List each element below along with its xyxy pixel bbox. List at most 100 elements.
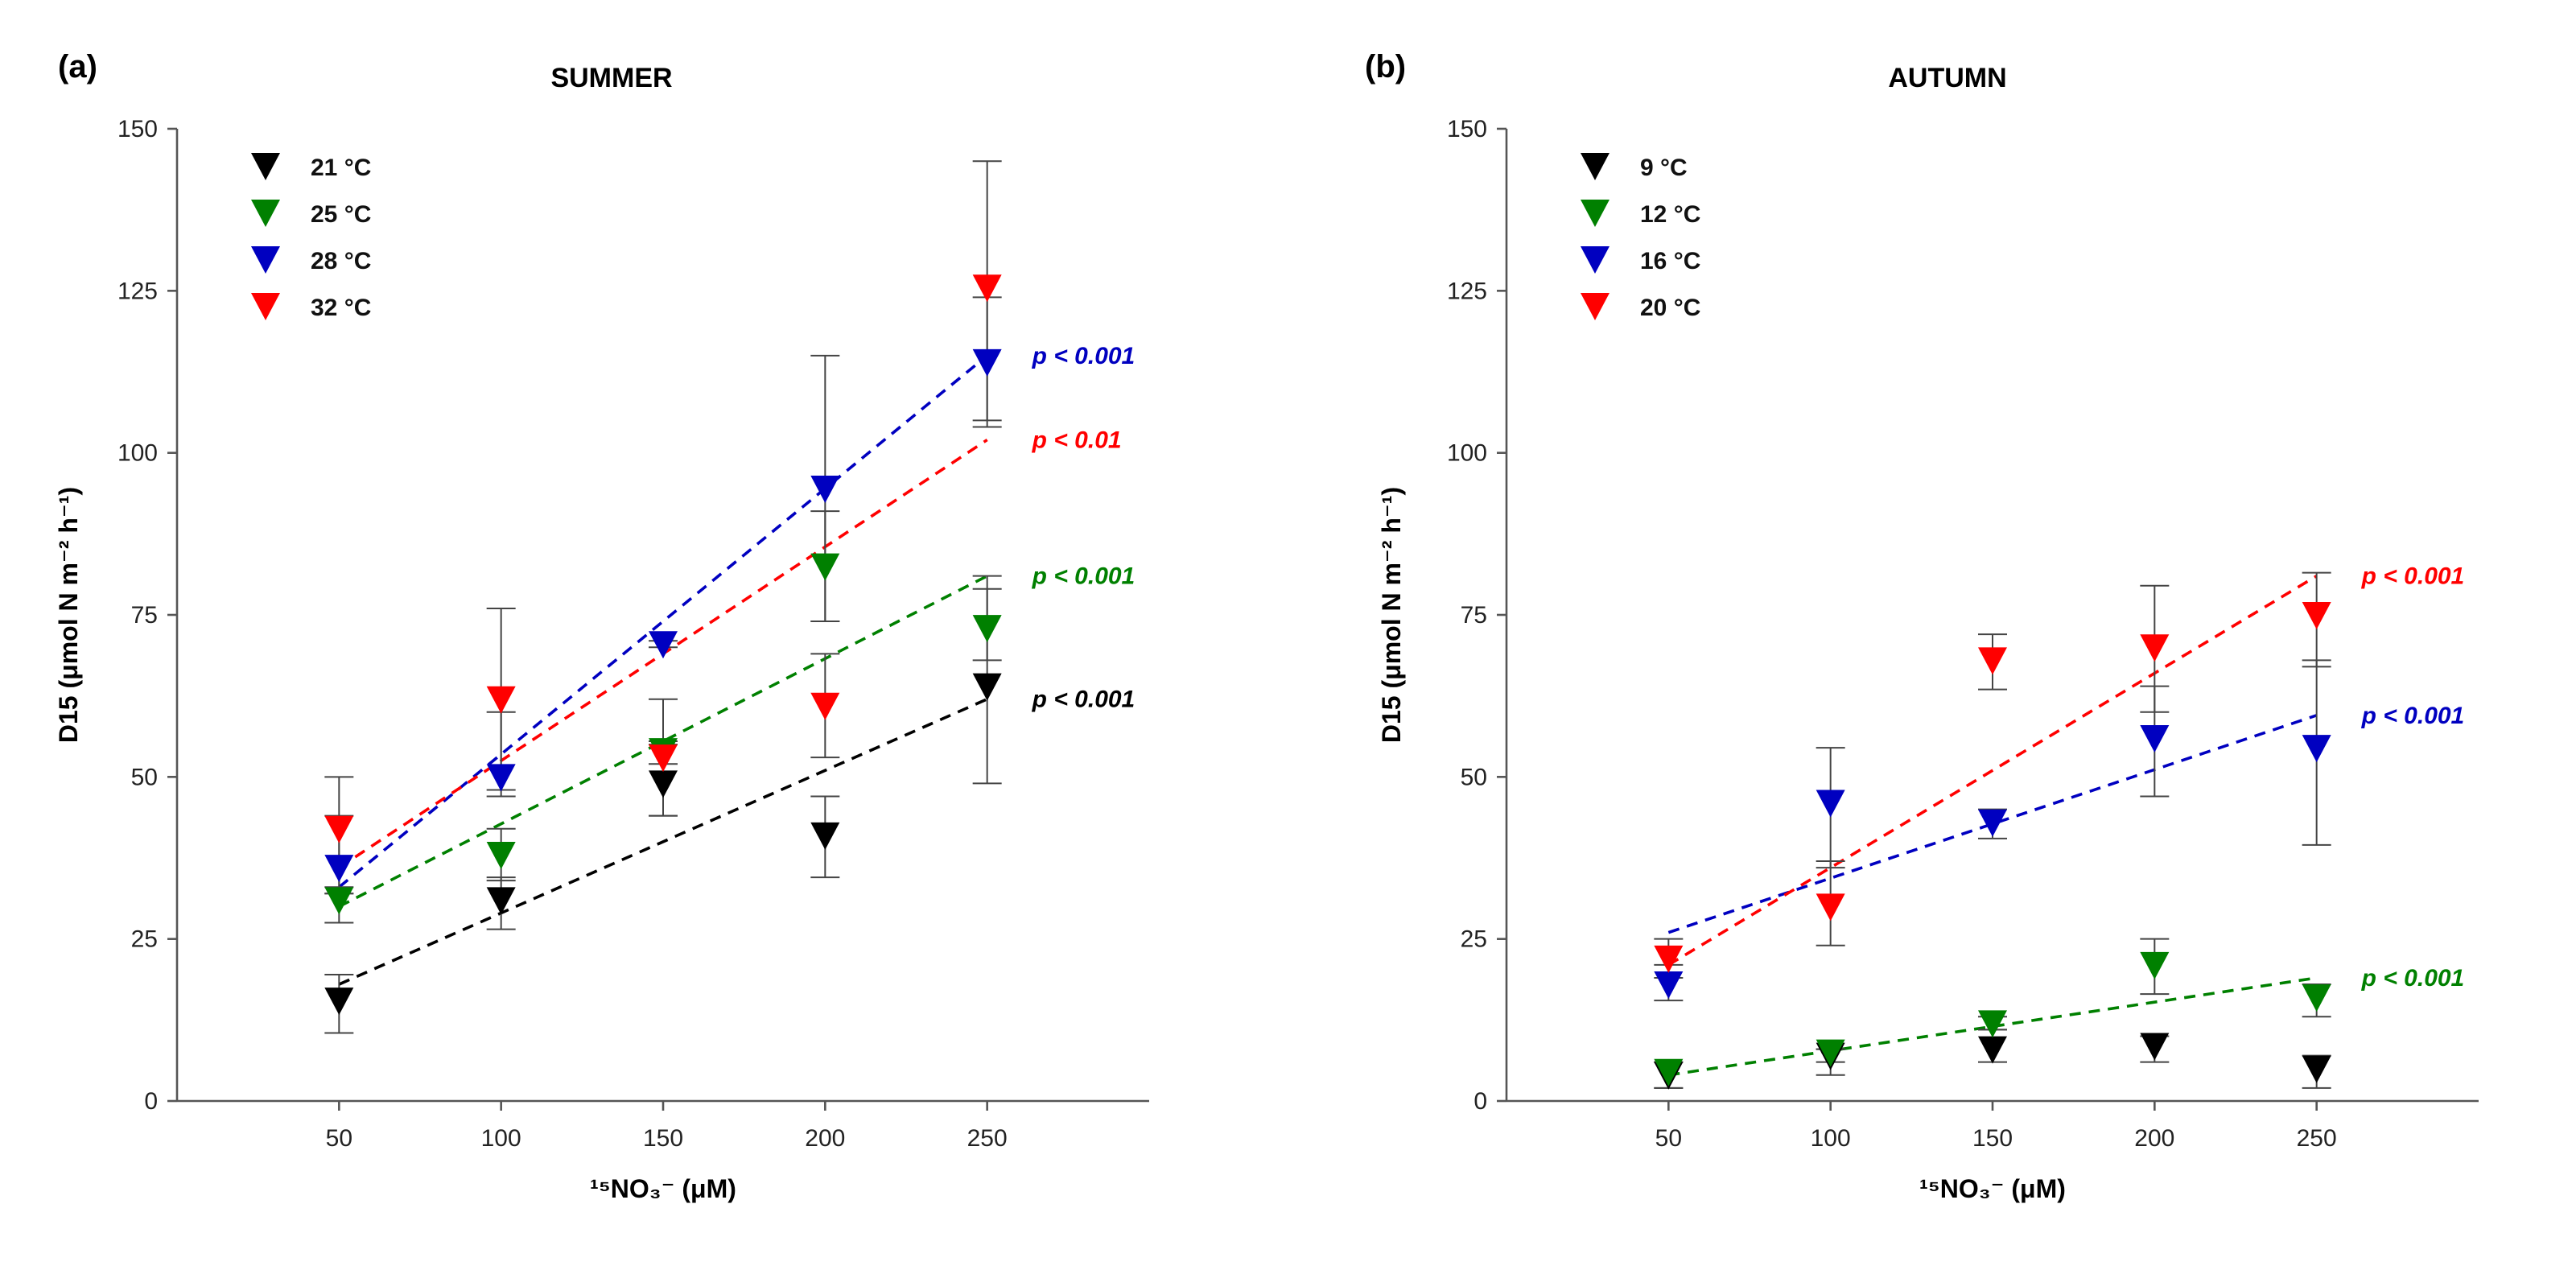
x-tick-label: 100 <box>1811 1125 1851 1152</box>
p-value-label: p < 0.01 <box>1032 427 1122 454</box>
data-point <box>2140 951 2170 979</box>
y-tick-label: 125 <box>1447 278 1487 304</box>
data-point <box>810 692 840 720</box>
panel-autumn: (b) AUTUMN 0 25 50 75 100 125 150 50 100 150 200 250 ¹… <box>1365 49 2479 1203</box>
data-point <box>486 887 516 915</box>
data-point <box>486 841 516 869</box>
y-tick-label: 50 <box>131 764 158 790</box>
legend-label: 9 °C <box>1640 155 1688 181</box>
data-point <box>486 764 516 792</box>
y-axis-label: D15 (μmol N m⁻² h⁻¹) <box>54 487 83 743</box>
data-point <box>324 815 354 843</box>
data-point <box>1654 971 1684 1000</box>
panel-summer: (a) SUMMER 0 25 50 75 100 125 150 50 100 150 200 250 ¹… <box>54 49 1149 1203</box>
data-point <box>2302 602 2331 629</box>
legend-label: 21 °C <box>311 155 371 181</box>
data-point <box>324 988 354 1016</box>
y-tick-label: 0 <box>144 1088 158 1115</box>
y-tick-label: 100 <box>1447 440 1487 467</box>
data-point <box>810 822 840 850</box>
p-value-label: p < 0.001 <box>2361 563 2465 590</box>
p-value-label: p < 0.001 <box>1032 687 1136 713</box>
chart-title: AUTUMN <box>1888 63 2006 93</box>
legend-marker <box>1581 293 1609 320</box>
x-tick-label: 50 <box>326 1125 352 1152</box>
y-tick-label: 75 <box>131 602 158 629</box>
data-point <box>1978 647 2007 675</box>
data-point <box>1978 1036 2007 1064</box>
legend-marker <box>1581 246 1609 274</box>
legend-label: 25 °C <box>311 201 371 228</box>
data-point <box>972 274 1002 303</box>
data-point <box>1816 893 1845 922</box>
p-value-label: p < 0.001 <box>2361 965 2465 992</box>
p-value-label: p < 0.001 <box>1032 563 1136 590</box>
legend-marker <box>251 153 280 180</box>
panel-label: (b) <box>1365 49 1406 85</box>
legend-marker <box>251 200 280 227</box>
data-point <box>2140 634 2170 662</box>
regression-line <box>338 575 988 909</box>
data-point <box>649 770 678 798</box>
x-tick-label: 200 <box>2134 1125 2174 1152</box>
x-tick-label: 250 <box>967 1125 1008 1152</box>
data-point <box>486 686 516 714</box>
y-tick-label: 125 <box>117 278 158 304</box>
regression-line <box>338 698 988 986</box>
x-tick-label: 100 <box>481 1125 521 1152</box>
data-point <box>2302 1055 2331 1083</box>
data-point <box>2140 1033 2170 1061</box>
legend-label: 12 °C <box>1640 201 1700 228</box>
y-tick-label: 25 <box>131 926 158 953</box>
data-point <box>972 348 1002 377</box>
data-point <box>1978 1010 2007 1038</box>
x-tick-label: 150 <box>643 1125 683 1152</box>
y-tick-label: 25 <box>1461 926 1487 953</box>
data-point <box>324 855 354 883</box>
regression-line <box>1668 976 2317 1077</box>
legend-label: 28 °C <box>311 248 371 274</box>
data-point <box>2302 984 2331 1012</box>
x-tick-label: 150 <box>1972 1125 2013 1152</box>
y-tick-label: 50 <box>1461 764 1487 790</box>
regression-line <box>1667 575 2318 967</box>
y-axis-label: D15 (μmol N m⁻² h⁻¹) <box>1377 487 1406 743</box>
data-point <box>1816 1039 1845 1067</box>
data-point <box>1654 945 1684 973</box>
x-axis-label: ¹⁵NO₃⁻ (μM) <box>1919 1174 2066 1203</box>
legend-label: 32 °C <box>311 295 371 321</box>
y-tick-label: 150 <box>117 116 158 142</box>
legend-marker <box>251 293 280 320</box>
data-point <box>649 744 678 773</box>
x-tick-label: 200 <box>805 1125 845 1152</box>
x-axis-label: ¹⁵NO₃⁻ (μM) <box>590 1174 736 1203</box>
data-point <box>1816 790 1845 818</box>
legend-label: 20 °C <box>1640 295 1700 321</box>
y-tick-label: 100 <box>117 440 158 467</box>
data-point <box>1654 1058 1684 1087</box>
regression-line <box>1667 714 2318 934</box>
panel-label: (a) <box>58 49 97 85</box>
chart-title: SUMMER <box>550 63 672 93</box>
legend-label: 16 °C <box>1640 248 1700 274</box>
y-tick-label: 75 <box>1461 602 1487 629</box>
data-point <box>2302 735 2331 763</box>
data-point <box>1978 809 2007 837</box>
p-value-label: p < 0.001 <box>1032 343 1136 369</box>
data-point <box>649 631 678 659</box>
x-tick-label: 50 <box>1655 1125 1682 1152</box>
data-point <box>324 887 354 915</box>
data-point <box>810 475 840 503</box>
data-point <box>2140 725 2170 753</box>
y-tick-label: 0 <box>1473 1088 1487 1115</box>
data-point <box>972 673 1002 701</box>
x-tick-label: 250 <box>2297 1125 2337 1152</box>
data-point <box>810 553 840 581</box>
data-point <box>972 615 1002 643</box>
p-value-label: p < 0.001 <box>2361 703 2465 729</box>
regression-line <box>338 354 988 889</box>
y-tick-label: 150 <box>1447 116 1487 142</box>
legend-marker <box>1581 153 1609 180</box>
legend-marker <box>251 246 280 274</box>
